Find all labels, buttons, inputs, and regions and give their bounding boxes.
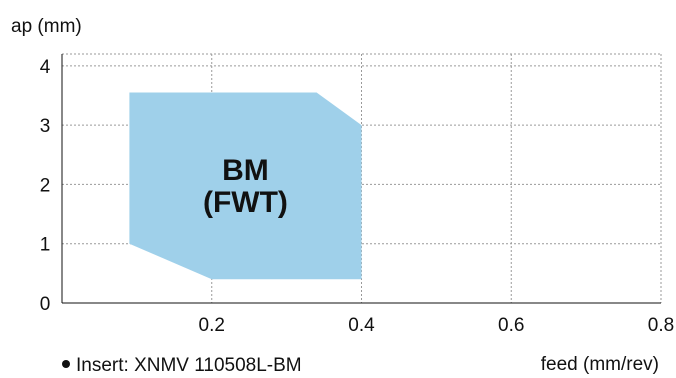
x-tick-label: 0.2 (199, 315, 225, 336)
x-tick-label: 0.6 (498, 315, 524, 336)
y-tick-labels: 0 1 2 3 4 (40, 57, 51, 315)
y-tick-label: 4 (40, 57, 51, 78)
y-tick-label: 2 (40, 175, 51, 196)
zones: BM(FWT) (129, 93, 361, 280)
y-tick-label: 3 (40, 116, 51, 137)
x-axis-title: feed (mm/rev) (541, 354, 659, 375)
y-axis-title: ap (mm) (11, 16, 82, 37)
insert-note-text: Insert: XNMV 110508L-BM (76, 355, 302, 376)
y-tick-label: 0 (40, 294, 51, 315)
insert-note: Insert: XNMV 110508L-BM (62, 355, 302, 377)
x-tick-label: 0.8 (648, 315, 674, 336)
x-tick-labels: 0.2 0.4 0.6 0.8 (199, 315, 675, 336)
y-tick-label: 1 (40, 235, 51, 256)
zone-label: BM (222, 154, 269, 187)
zone-label: (FWT) (203, 186, 288, 219)
bullet-icon (62, 360, 70, 368)
x-tick-label: 0.4 (348, 315, 375, 336)
